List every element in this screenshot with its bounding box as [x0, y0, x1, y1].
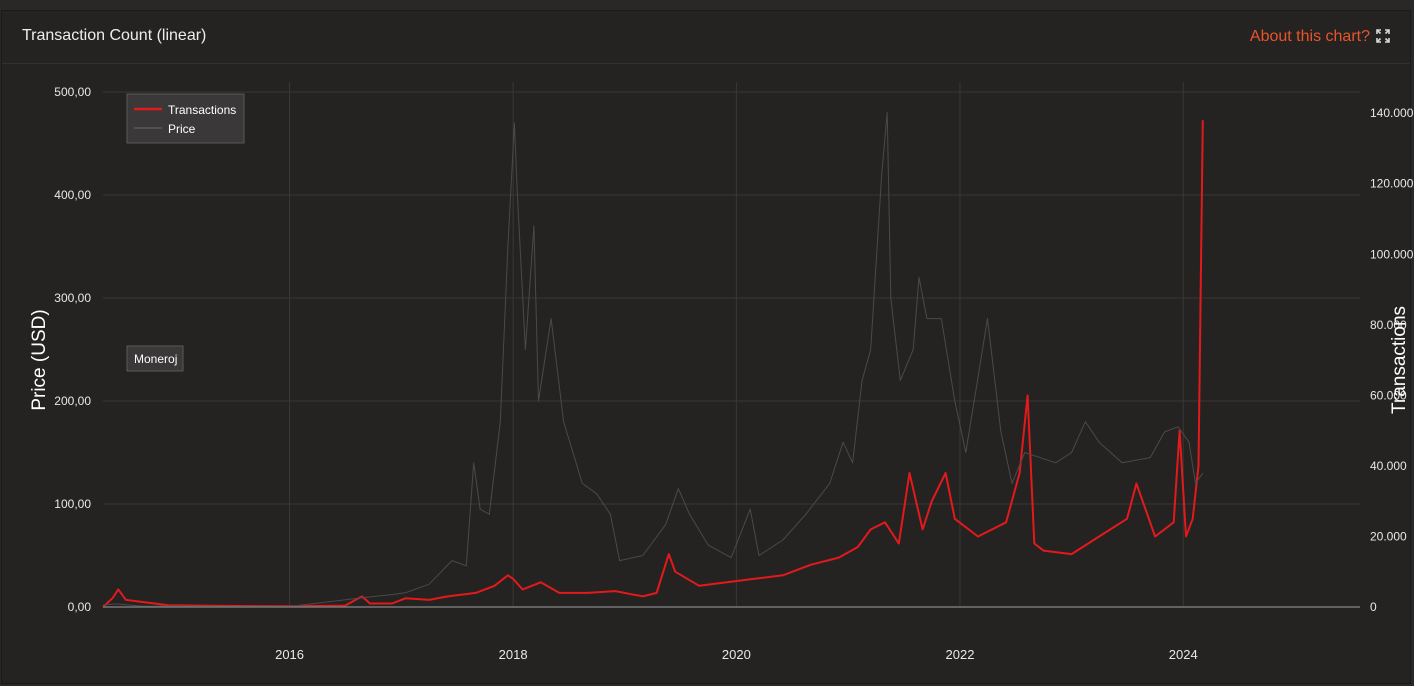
- y-left-tick-label: 200,00: [54, 394, 91, 408]
- y-left-tick-label: 300,00: [54, 291, 91, 305]
- x-tick-label: 2018: [499, 647, 528, 662]
- x-tick-label: 2020: [722, 647, 751, 662]
- grid-lines: [103, 82, 1360, 608]
- y-right-tick-label: 120.000: [1370, 177, 1414, 191]
- y-right-tick-label: 100.000: [1370, 247, 1414, 261]
- x-tick-label: 2016: [275, 647, 304, 662]
- y-left-tick-label: 0,00: [68, 600, 92, 614]
- legend-label-transactions: Transactions: [168, 103, 236, 117]
- annotation-box: Moneroj: [126, 345, 184, 372]
- x-tick-label: 2024: [1169, 647, 1198, 662]
- y-axis-left-label: Price (USD): [29, 309, 50, 410]
- y-right-tick-label: 80.000: [1370, 318, 1407, 332]
- y-right-tick-label: 20.000: [1370, 529, 1407, 543]
- about-chart-link[interactable]: About this chart?: [1249, 28, 1370, 45]
- axes: 0,00 100,00 200,00 300,00 400,00 500,00 0 20.00…: [54, 85, 1413, 662]
- y-left-tick-label: 400,00: [54, 188, 91, 202]
- y-right-tick-label: 60.000: [1370, 388, 1407, 402]
- legend-label-price: Price: [168, 122, 196, 136]
- y-left-tick-label: 500,00: [54, 85, 91, 99]
- expand-icon[interactable]: [1376, 29, 1390, 43]
- price-series-line: [102, 112, 1204, 607]
- y-right-tick-label: 0: [1370, 600, 1377, 614]
- chart-title: Transaction Count (linear): [22, 27, 207, 44]
- legend: Transactions Price: [126, 93, 245, 144]
- y-right-tick-label: 40.000: [1370, 459, 1407, 473]
- x-tick-label: 2022: [946, 647, 975, 662]
- panel-header: Transaction Count (linear) About this ch…: [2, 11, 1410, 64]
- annotation-label: Moneroj: [134, 352, 177, 366]
- y-left-tick-label: 100,00: [54, 497, 91, 511]
- transactions-series-line: [102, 120, 1204, 608]
- y-axis-right-label: Transactions: [1389, 306, 1410, 414]
- y-right-tick-label: 140.000: [1370, 106, 1414, 120]
- series-group: [102, 112, 1204, 608]
